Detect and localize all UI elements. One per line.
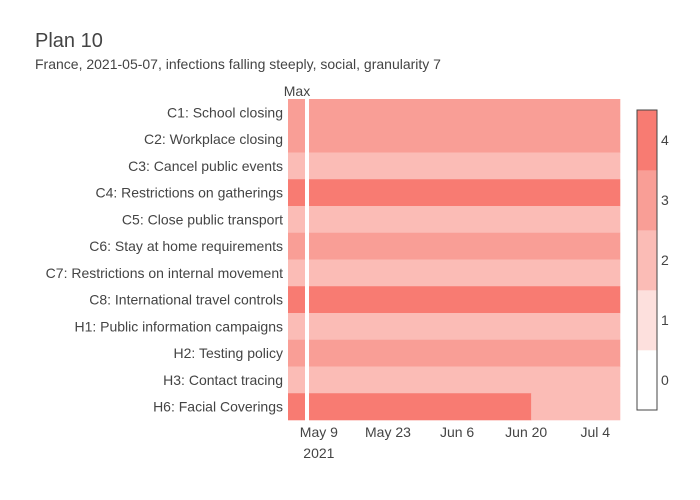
heatmap-cell <box>309 125 621 153</box>
row-label: C3: Cancel public events <box>128 158 283 174</box>
x-tick-label: Jun 20 <box>505 424 547 440</box>
colorbar-band <box>637 170 657 231</box>
heatmap-cell <box>309 393 532 421</box>
heatmap-cell <box>309 99 621 127</box>
heatmap-cell <box>309 232 621 260</box>
row-label: H2: Testing policy <box>174 345 283 361</box>
row-label: C6: Stay at home requirements <box>89 238 283 254</box>
max-cell <box>288 366 305 394</box>
heatmap-cell <box>309 313 621 341</box>
chart-subtitle: France, 2021-05-07, infections falling s… <box>35 56 441 72</box>
colorbar-band <box>637 350 657 411</box>
row-label: C7: Restrictions on internal movement <box>46 265 283 281</box>
max-cell <box>288 232 305 260</box>
heatmap-cell <box>309 339 621 367</box>
colorbar-tick-label: 3 <box>661 192 669 208</box>
heatmap-cell <box>309 179 621 207</box>
heatmap-cell <box>309 152 621 180</box>
row-label: H3: Contact tracing <box>163 372 283 388</box>
max-cell <box>288 313 305 341</box>
x-tick-sublabel: 2021 <box>303 445 334 461</box>
colorbar-tick-label: 0 <box>661 372 669 388</box>
colorbar-tick-label: 2 <box>661 252 669 268</box>
max-cell <box>288 259 305 287</box>
heatmap-cell <box>531 393 621 421</box>
heatmap-cell <box>309 206 621 234</box>
row-label: C5: Close public transport <box>122 211 283 227</box>
colorbar: 0 1 2 3 4 <box>636 109 669 411</box>
x-tick-label: May 23 <box>365 424 411 440</box>
row-labels: C1: School closing C2: Workplace closing C… <box>46 104 283 414</box>
row-label: C8: International travel controls <box>89 292 283 308</box>
heatmap-cell <box>309 259 621 287</box>
colorbar-tick-label: 1 <box>661 312 669 328</box>
colorbar-band <box>637 290 657 351</box>
colorbar-band <box>637 110 657 171</box>
heatmap-rows <box>288 99 621 421</box>
colorbar-tick-label: 4 <box>661 132 669 148</box>
max-cell <box>288 99 305 127</box>
row-label: C1: School closing <box>167 104 283 120</box>
heatmap-cell <box>309 366 621 394</box>
max-cell <box>288 152 305 180</box>
x-tick-label: Jul 4 <box>581 424 611 440</box>
max-cell <box>288 393 305 421</box>
max-column-label: Max <box>284 83 310 99</box>
max-cell <box>288 125 305 153</box>
row-label: C4: Restrictions on gatherings <box>95 185 283 201</box>
chart-title: Plan 10 <box>35 30 103 52</box>
x-tick-label: Jun 6 <box>440 424 474 440</box>
heatmap-cell <box>309 286 621 314</box>
max-cell <box>288 206 305 234</box>
row-label: H1: Public information campaigns <box>74 318 283 334</box>
max-cell <box>288 339 305 367</box>
max-cell <box>288 179 305 207</box>
row-label: H6: Facial Coverings <box>153 399 283 415</box>
max-cell <box>288 286 305 314</box>
x-axis: May 9 2021 May 23 Jun 6 Jun 20 Jul 4 <box>300 424 611 461</box>
x-tick-label: May 9 <box>300 424 338 440</box>
row-label: C2: Workplace closing <box>144 131 283 147</box>
colorbar-outline <box>636 109 658 411</box>
colorbar-band <box>637 230 657 291</box>
